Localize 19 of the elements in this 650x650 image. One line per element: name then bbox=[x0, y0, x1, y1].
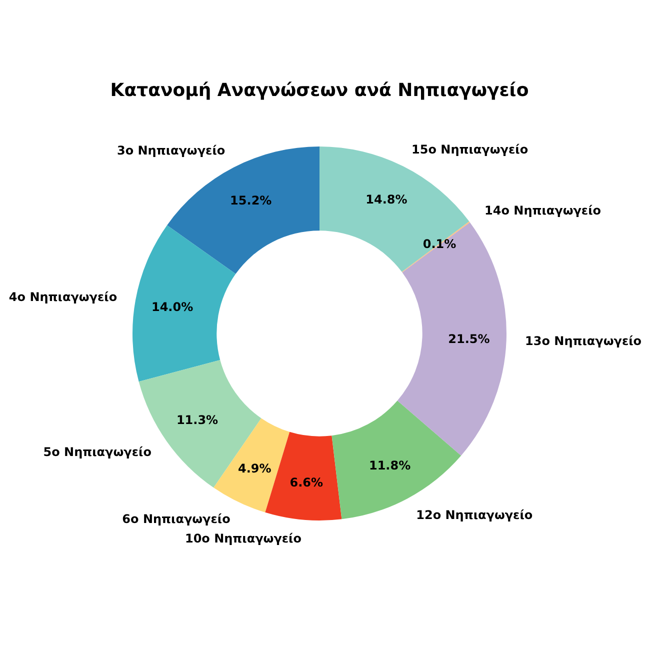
data-label: 6.6% bbox=[290, 476, 324, 490]
slice-label: 4o Νηπιαγωγείο bbox=[8, 290, 118, 304]
slice-label: 6o Νηπιαγωγείο bbox=[122, 512, 230, 526]
data-label: 14.8% bbox=[366, 192, 408, 207]
data-label: 11.3% bbox=[176, 412, 218, 427]
data-label: 21.5% bbox=[448, 332, 490, 346]
data-label: 4.9% bbox=[238, 461, 272, 476]
slice-label: 12o Νηπιαγωγείο bbox=[416, 508, 533, 522]
data-label: 11.8% bbox=[368, 458, 411, 473]
slice-label: 3o Νηπιαγωγείο bbox=[116, 144, 226, 158]
slice-label: 14o Νηπιαγωγείο bbox=[484, 204, 602, 218]
slice-label: 15o Νηπιαγωγείο bbox=[412, 142, 528, 157]
chart-title: Κατανομή Αναγνώσεων ανά Νηπιαγωγείο bbox=[110, 80, 529, 101]
slice-label: 10o Νηπιαγωγείο bbox=[184, 531, 302, 546]
data-label: 14.0% bbox=[151, 300, 194, 314]
data-label: 0.1% bbox=[422, 237, 456, 252]
slice-label: 5o Νηπιαγωγείο bbox=[43, 445, 152, 460]
data-label: 15.2% bbox=[230, 194, 272, 208]
slice-label: 13o Νηπιαγωγείο bbox=[525, 334, 642, 348]
